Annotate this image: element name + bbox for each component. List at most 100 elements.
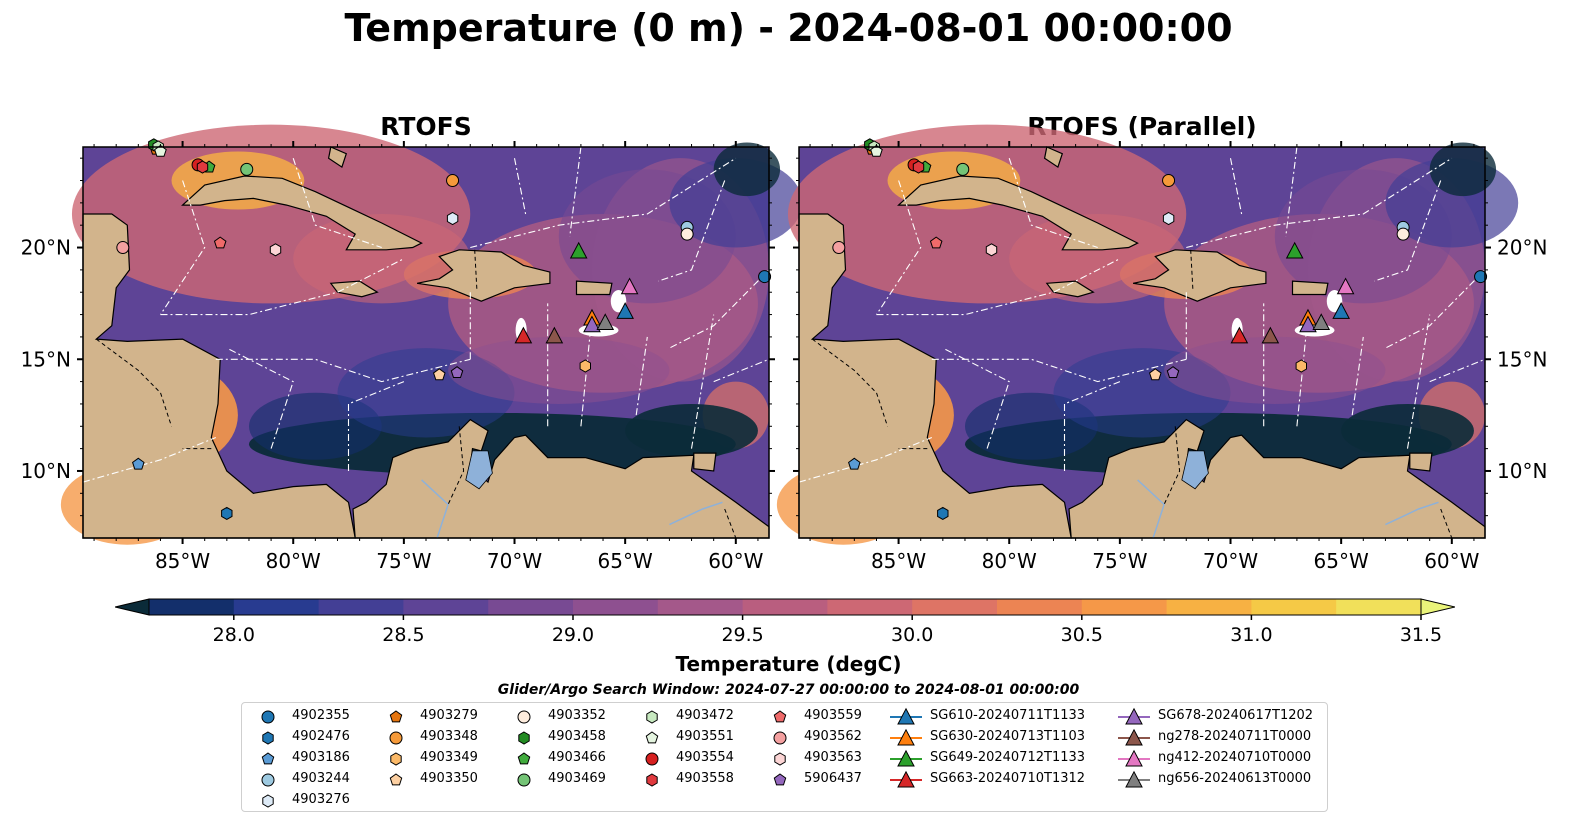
legend-triangle-icon: [897, 770, 915, 788]
glider-marker-SG678-20240617T1202: [1299, 315, 1317, 333]
argo-marker-4903349: [579, 359, 591, 373]
argo-marker-4903551: [154, 144, 167, 157]
river-line: [1385, 501, 1439, 526]
legend-marker-triangle: [1118, 770, 1150, 788]
argo-marker-4902476: [221, 506, 233, 520]
legend-item: 4902476: [248, 728, 368, 748]
argo-marker-4903350: [1149, 368, 1162, 381]
argo-marker-4903349: [1295, 359, 1307, 373]
gliders: [514, 241, 639, 344]
legend-item: SG610-20240711T1133: [886, 707, 1106, 727]
argo-floats: [832, 138, 1488, 520]
lake-shape: [465, 450, 493, 490]
glider-track: [610, 289, 627, 313]
legend-label: 4903350: [420, 771, 478, 786]
river-line: [669, 501, 723, 526]
river-line: [1137, 479, 1165, 539]
legend-label: 4903348: [420, 729, 478, 744]
eez-boundaries: [82, 146, 770, 483]
legend-item: 5906437: [760, 770, 880, 790]
legend-marker-circle: [645, 752, 659, 766]
legend-item: 4903458: [504, 728, 624, 748]
trinidad-shape: [693, 452, 717, 472]
legend-item: ng656-20240613T0000: [1114, 770, 1334, 790]
legend-circle-icon: [517, 710, 531, 724]
legend-marker-pentagon: [517, 752, 531, 765]
legend-marker-hexagon: [262, 794, 274, 808]
argo-floats: [116, 138, 772, 520]
legend-label: 4902476: [292, 729, 350, 744]
argo-marker-4903551: [870, 144, 883, 157]
eez-boundaries: [798, 146, 1486, 483]
argo-marker-4903558: [912, 160, 925, 174]
legend-triangle-icon: [1125, 770, 1143, 788]
argo-marker-4903348: [1162, 174, 1176, 188]
argo-marker-4903186: [848, 457, 861, 470]
hispaniola-shape: [416, 249, 551, 302]
argo-marker-4902355: [1474, 270, 1488, 284]
country-borders: [812, 249, 1453, 539]
legend-item: SG649-20240712T1133: [886, 749, 1106, 769]
legend-label: 4903472: [676, 708, 734, 723]
river-line: [421, 479, 449, 539]
argo-marker-4903276: [1162, 211, 1175, 226]
legend-hexagon-icon: [646, 773, 658, 787]
glider-marker-SG663-20240710T1312: [514, 326, 533, 344]
cuba-shape: [181, 175, 423, 251]
legend-triangle-icon: [897, 707, 915, 725]
glider-marker-ng412-20240710T0000: [1336, 277, 1355, 295]
map-panel-rtofs-parallel: 85°W 80°W 75°W 70°W 65°W 60°W 20°N 15°N 10°N: [776, 124, 1547, 573]
y-tick-label: 15°N: [1497, 347, 1547, 371]
colorbar-segment: [233, 599, 320, 615]
bahamas-shape: [327, 146, 348, 169]
legend-item: 4903276: [248, 791, 368, 811]
legend-item: 4903551: [632, 728, 752, 748]
legend-item: 4903558: [632, 770, 752, 790]
hispaniola-shape: [1132, 249, 1267, 302]
southAmerica-shape: [352, 418, 770, 539]
argo-marker-4903469: [240, 162, 254, 176]
colorbar-segment: [149, 599, 235, 615]
legend-marker-triangle: [1118, 707, 1150, 725]
legend-item: 4903562: [760, 728, 880, 748]
colorbar-segment: [1336, 599, 1422, 615]
legend-label: 4903559: [804, 708, 862, 723]
glider-marker-ng656-20240613T0000: [1312, 313, 1331, 331]
argo-marker-4903352: [680, 227, 694, 241]
legend-circle-icon: [773, 731, 787, 745]
legend-label: 4903562: [804, 729, 862, 744]
argo-marker-4903559: [929, 236, 943, 249]
land: [82, 146, 770, 539]
legend-marker-pentagon: [773, 710, 787, 723]
legend-item: 4903563: [760, 749, 880, 769]
x-tick-label: 80°W: [266, 549, 321, 573]
legend-label: ng656-20240613T0000: [1158, 771, 1312, 786]
legend-item: 4903350: [376, 770, 496, 790]
legend-circle-icon: [389, 731, 403, 745]
legend-item: 4903348: [376, 728, 496, 748]
legend-marker-hexagon: [646, 710, 658, 724]
legend-item: 4903559: [760, 707, 880, 727]
legend-pentagon-icon: [517, 752, 531, 765]
argo-marker-4903563: [269, 243, 282, 257]
legend-label: 4903279: [420, 708, 478, 723]
legend-item: 4903466: [504, 749, 624, 769]
glider-marker-SG610-20240711T1133: [616, 302, 634, 319]
legend-label: 4903458: [548, 729, 606, 744]
legend-marker-pentagon: [645, 731, 659, 744]
colorbar-segment: [488, 599, 574, 615]
legend-pentagon-icon: [389, 773, 403, 786]
legend-label: SG630-20240713T1103: [930, 729, 1086, 744]
legend-label: 4902355: [292, 708, 350, 723]
legend-label: 4903244: [292, 771, 350, 786]
legend-marker-hexagon: [774, 752, 786, 766]
glider-marker-ng656-20240613T0000: [596, 313, 615, 331]
legend-marker-pentagon: [773, 773, 787, 786]
legend-item: 4903554: [632, 749, 752, 769]
legend-triangle-icon: [897, 728, 915, 746]
legend-triangle-icon: [1125, 707, 1143, 725]
legend-marker-circle: [517, 710, 531, 724]
argo-marker-4903559: [213, 236, 227, 249]
legend-hexagon-icon: [262, 731, 274, 745]
legend-marker-pentagon: [389, 773, 403, 786]
